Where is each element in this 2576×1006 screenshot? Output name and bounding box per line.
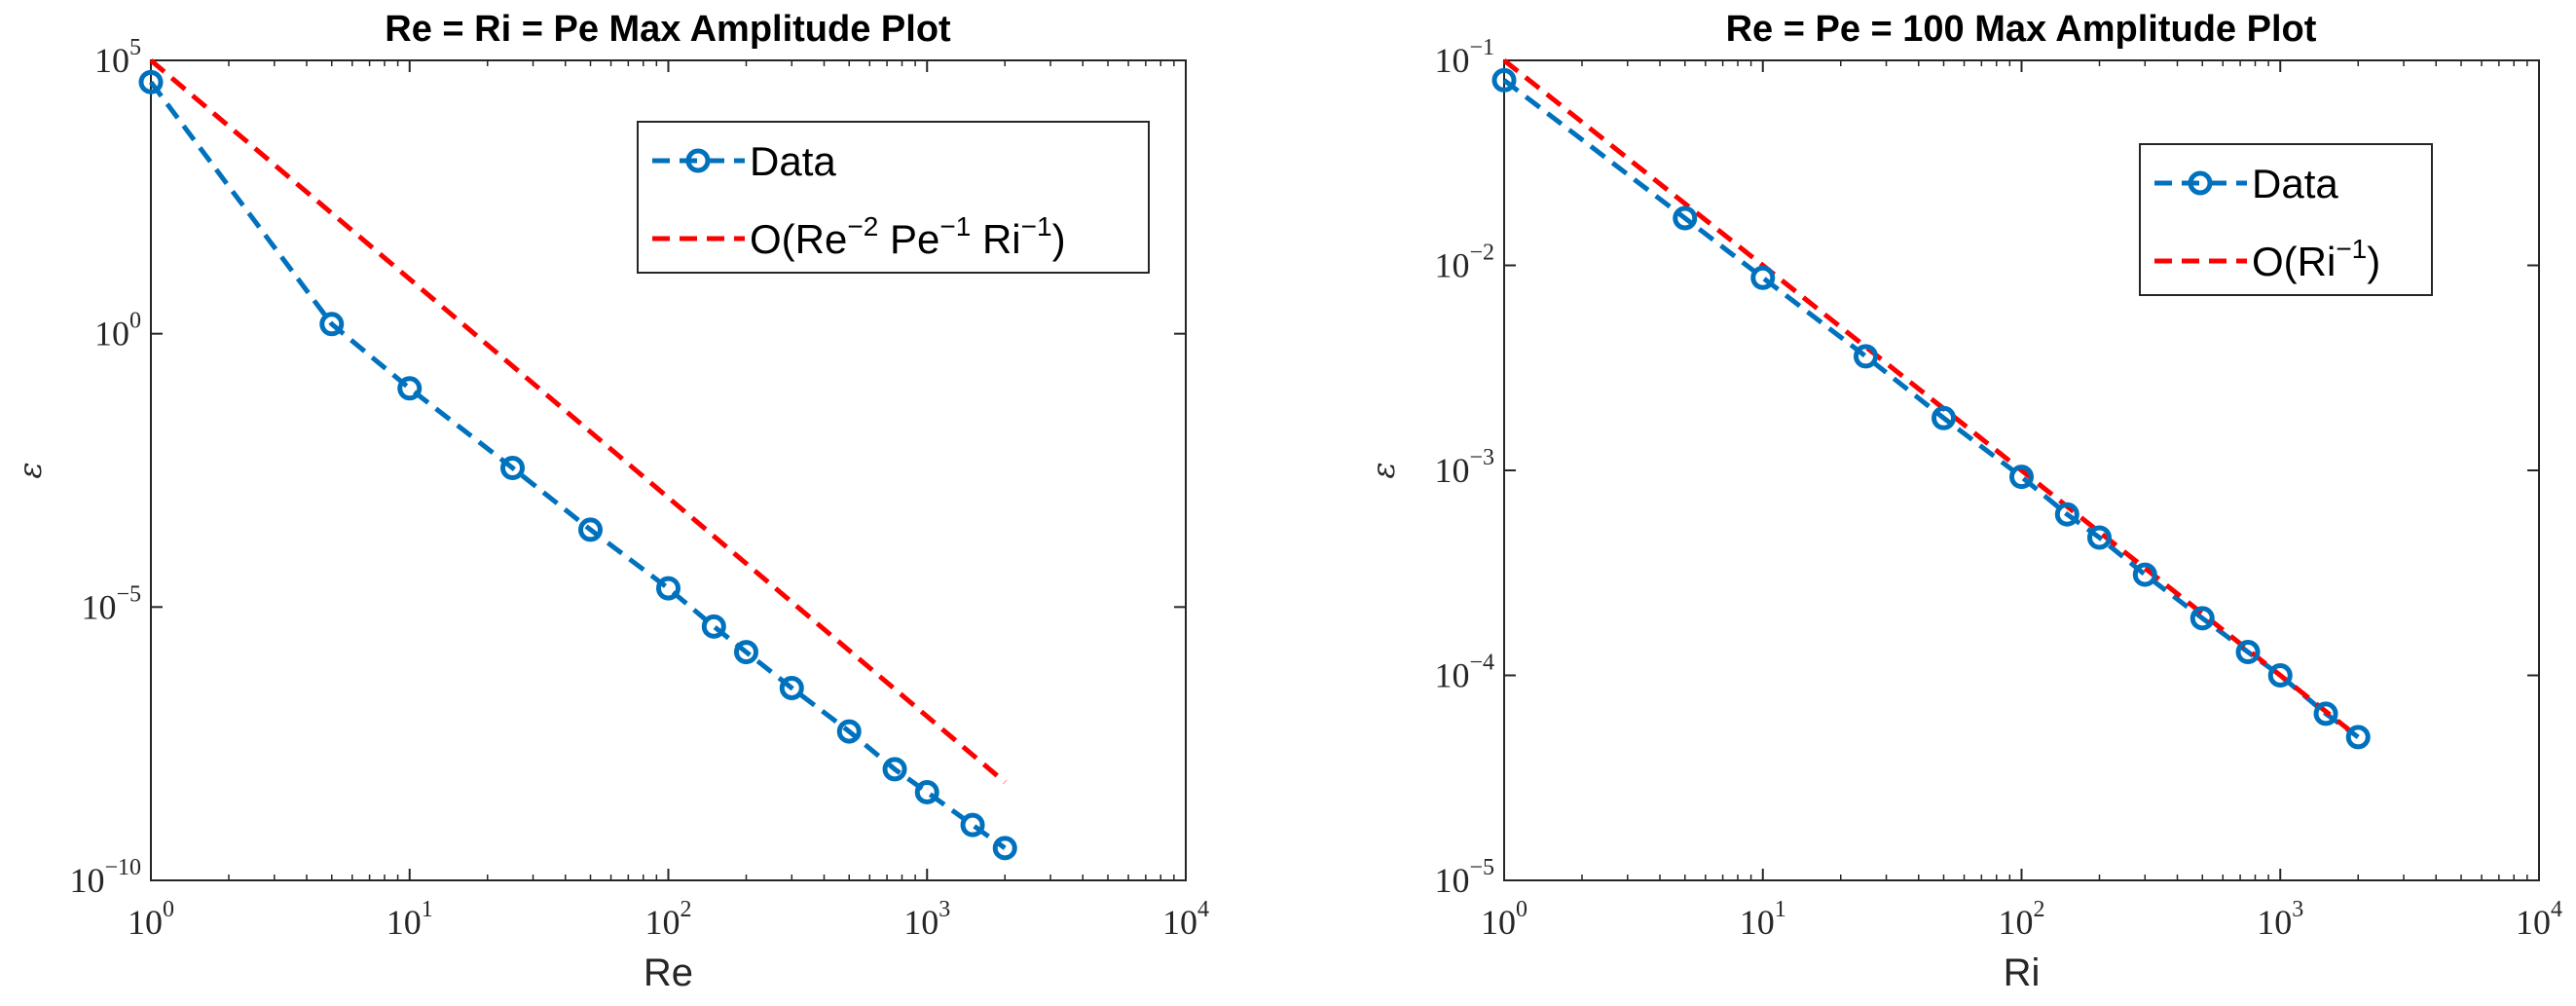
- series-fit-line: [1502, 58, 2360, 739]
- x-axis-label: Ri: [2004, 951, 2041, 994]
- data-point: [397, 376, 423, 401]
- data-point: [1854, 344, 1879, 369]
- data-point: [2054, 502, 2079, 527]
- y-tick-label: 10−4: [1434, 651, 1494, 695]
- y-tick-label: 10−2: [1434, 241, 1494, 285]
- x-tick-label: 101: [1740, 897, 1786, 942]
- x-axis-label: Re: [644, 951, 693, 994]
- data-point: [2313, 701, 2338, 727]
- data-point: [2190, 606, 2215, 631]
- x-tick-label: 103: [2257, 897, 2303, 942]
- y-axis-label: ε: [1365, 462, 1402, 478]
- data-point: [1932, 405, 1957, 430]
- x-tick-label: 100: [1481, 897, 1527, 942]
- legend-label: O(Re−2 Pe−1 Ri−1): [750, 211, 1066, 262]
- data-point: [138, 69, 164, 94]
- x-tick-label: 104: [1162, 897, 1209, 942]
- series-fit-line: [149, 58, 1007, 785]
- y-tick-label: 105: [94, 35, 141, 80]
- data-point: [914, 779, 939, 804]
- data-point: [2345, 725, 2371, 750]
- legend-marker: [2188, 170, 2213, 196]
- data-point: [2086, 525, 2112, 550]
- data-point: [992, 836, 1017, 861]
- data-point: [1491, 67, 1517, 93]
- data-point: [2267, 663, 2293, 688]
- x-tick-label: 102: [1999, 897, 2045, 942]
- y-tick-label: 10−5: [1434, 855, 1494, 900]
- legend-marker: [685, 148, 711, 173]
- legend-box: [637, 121, 1150, 274]
- y-tick-label: 10−10: [69, 855, 141, 900]
- data-point: [960, 812, 985, 838]
- data-point: [2132, 562, 2157, 587]
- x-tick-label: 104: [2516, 897, 2562, 942]
- data-point: [1750, 265, 1776, 290]
- chart-title: Re = Ri = Pe Max Amplitude Plot: [385, 9, 951, 50]
- legend-label: O(Ri−1): [2252, 234, 2380, 284]
- data-point: [779, 675, 804, 700]
- x-tick-label: 100: [128, 897, 174, 942]
- y-tick-label: 10−1: [1434, 35, 1494, 80]
- x-tick-label: 101: [386, 897, 433, 942]
- data-point: [1673, 205, 1698, 231]
- legend-label: Data: [750, 138, 836, 184]
- data-point: [656, 576, 681, 601]
- legend-box: [2139, 143, 2433, 296]
- y-axis-label: ε: [12, 462, 49, 478]
- data-point: [319, 312, 345, 337]
- data-point: [836, 719, 862, 744]
- series-data-line: [148, 80, 1007, 850]
- legend-label: Data: [2252, 161, 2338, 206]
- y-tick-label: 10−5: [81, 581, 141, 626]
- y-tick-label: 10−3: [1434, 445, 1494, 490]
- chart-right: 100 101 102 103 104 10−5 10−4 10−3 10−2 10−1 Re = …: [1365, 9, 2562, 994]
- chart-title: Re = Pe = 100 Max Amplitude Plot: [1726, 9, 2317, 50]
- data-point: [701, 614, 726, 639]
- data-point: [578, 517, 604, 542]
- data-point: [2235, 640, 2261, 665]
- data-point: [500, 456, 526, 481]
- x-tick-label: 102: [645, 897, 692, 942]
- x-tick-label: 103: [903, 897, 950, 942]
- y-tick-label: 100: [94, 309, 141, 354]
- data-point: [733, 640, 758, 665]
- data-point: [882, 757, 907, 782]
- chart-left: 100 101 102 103 104 10−10 10−5 100 105 Re = Ri = …: [12, 9, 1209, 994]
- data-point: [2009, 465, 2034, 490]
